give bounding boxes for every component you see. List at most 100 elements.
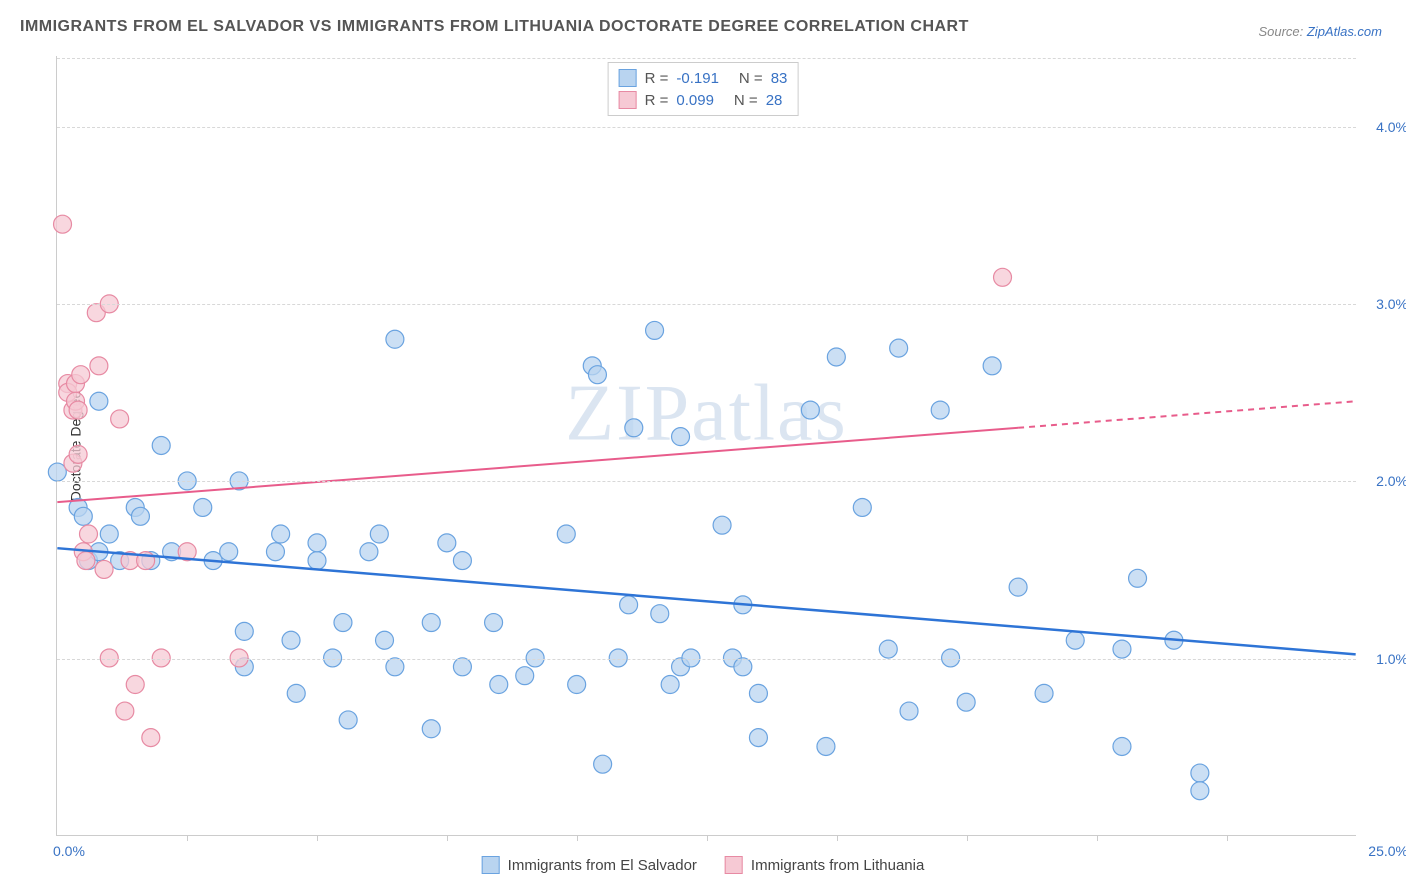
data-point: [80, 525, 98, 543]
data-point: [77, 552, 95, 570]
data-point: [48, 463, 66, 481]
source-link[interactable]: ZipAtlas.com: [1307, 24, 1382, 39]
data-point: [90, 392, 108, 410]
data-point: [54, 215, 72, 233]
n-label: N =: [739, 70, 763, 87]
data-point: [272, 525, 290, 543]
data-point: [131, 507, 149, 525]
data-point: [69, 445, 87, 463]
data-point: [339, 711, 357, 729]
x-tick: [707, 835, 708, 841]
y-tick-label: 1.0%: [1376, 651, 1406, 667]
data-point: [90, 357, 108, 375]
x-tick: [187, 835, 188, 841]
x-tick: [1227, 835, 1228, 841]
data-point: [672, 428, 690, 446]
legend-series-label-0: Immigrants from El Salvador: [508, 857, 697, 874]
gridline: [57, 127, 1356, 128]
data-point: [194, 498, 212, 516]
data-point: [994, 268, 1012, 286]
data-point: [111, 410, 129, 428]
data-point: [126, 676, 144, 694]
data-point: [485, 614, 503, 632]
data-point: [1191, 782, 1209, 800]
data-point: [116, 702, 134, 720]
r-label: R =: [645, 70, 669, 87]
r-value-1: 0.099: [676, 92, 714, 109]
data-point: [801, 401, 819, 419]
data-point: [438, 534, 456, 552]
legend-swatch-0: [619, 69, 637, 87]
data-point: [74, 507, 92, 525]
chart-title: IMMIGRANTS FROM EL SALVADOR VS IMMIGRANT…: [20, 18, 969, 36]
data-point: [879, 640, 897, 658]
data-point: [1009, 578, 1027, 596]
x-tick-label: 0.0%: [53, 843, 85, 859]
x-tick: [967, 835, 968, 841]
data-point: [620, 596, 638, 614]
data-point: [1113, 640, 1131, 658]
x-tick: [317, 835, 318, 841]
data-point: [266, 543, 284, 561]
data-point: [661, 676, 679, 694]
data-point: [422, 614, 440, 632]
data-point: [142, 729, 160, 747]
legend-stats: R = -0.191 N = 83 R = 0.099 N = 28: [608, 62, 799, 116]
y-tick-label: 3.0%: [1376, 296, 1406, 312]
data-point: [1191, 764, 1209, 782]
data-point: [72, 366, 90, 384]
r-label: R =: [645, 92, 669, 109]
data-point: [827, 348, 845, 366]
data-point: [625, 419, 643, 437]
data-point: [817, 737, 835, 755]
data-point: [386, 330, 404, 348]
data-point: [588, 366, 606, 384]
gridline: [57, 481, 1356, 482]
x-tick: [447, 835, 448, 841]
n-label: N =: [734, 92, 758, 109]
gridline: [57, 304, 1356, 305]
data-point: [749, 684, 767, 702]
data-point: [651, 605, 669, 623]
chart-plot-area: ZIPatlas 1.0%2.0%3.0%4.0%0.0%25.0%: [56, 56, 1356, 836]
data-point: [1129, 569, 1147, 587]
data-point: [646, 321, 664, 339]
data-point: [386, 658, 404, 676]
n-value-0: 83: [771, 70, 788, 87]
data-point: [568, 676, 586, 694]
data-point: [100, 525, 118, 543]
data-point: [308, 552, 326, 570]
data-point: [95, 560, 113, 578]
legend-series-swatch-0: [482, 856, 500, 874]
data-point: [360, 543, 378, 561]
x-tick: [837, 835, 838, 841]
legend-stats-row-0: R = -0.191 N = 83: [619, 67, 788, 89]
data-point: [1066, 631, 1084, 649]
legend-series-swatch-1: [725, 856, 743, 874]
scatter-plot-svg: [57, 56, 1356, 835]
data-point: [287, 684, 305, 702]
data-point: [334, 614, 352, 632]
x-tick: [577, 835, 578, 841]
data-point: [853, 498, 871, 516]
trend-line: [57, 428, 1018, 502]
n-value-1: 28: [766, 92, 783, 109]
x-tick: [1097, 835, 1098, 841]
data-point: [900, 702, 918, 720]
data-point: [557, 525, 575, 543]
data-point: [453, 658, 471, 676]
data-point: [282, 631, 300, 649]
data-point: [594, 755, 612, 773]
data-point: [69, 401, 87, 419]
data-point: [308, 534, 326, 552]
data-point: [734, 658, 752, 676]
data-point: [957, 693, 975, 711]
source-prefix: Source:: [1258, 24, 1306, 39]
data-point: [749, 729, 767, 747]
data-point: [931, 401, 949, 419]
legend-series: Immigrants from El Salvador Immigrants f…: [482, 856, 925, 874]
data-point: [422, 720, 440, 738]
data-point: [370, 525, 388, 543]
data-point: [453, 552, 471, 570]
data-point: [1035, 684, 1053, 702]
